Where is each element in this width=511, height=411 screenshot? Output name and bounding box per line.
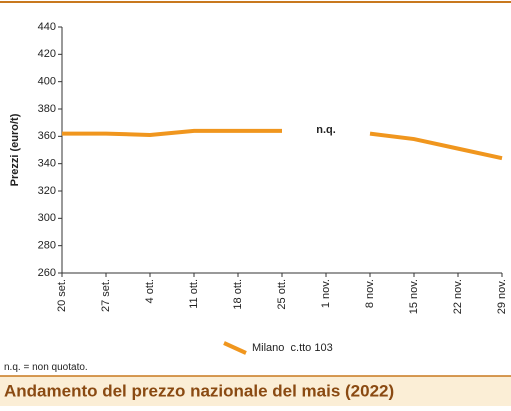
y-tick-label: 440 [38,21,56,33]
x-tick-label: 25 ott. [276,279,288,310]
x-tick-label: 29 nov. [496,279,508,314]
x-tick-label: 4 ott. [144,279,156,303]
legend-label: Milano c.tto 103 [252,342,333,354]
x-tick-label: 11 ott. [188,279,200,309]
line-series [62,128,503,161]
y-axis-label: Prezzi (euro/t) [9,113,21,186]
x-tick-label: 8 nov. [364,279,376,308]
y-tick-label: 300 [38,212,56,224]
y-tick-label: 360 [38,130,56,142]
y-tick-label: 320 [38,185,56,197]
chart-title: Andamento del prezzo nazionale del mais … [4,381,394,400]
x-tick-label: 18 ott. [232,279,244,310]
y-tick-label: 260 [38,267,56,279]
x-tick-label: 22 nov. [452,279,464,314]
y-tick-label: 340 [38,158,56,170]
annotation: n.q. [316,124,336,136]
x-tick-label: 27 set. [100,279,112,312]
y-tick-label: 420 [38,48,56,60]
footnote: n.q. = non quotato. [4,362,88,373]
y-tick-label: 380 [38,103,56,115]
x-tick-label: 1 nov. [320,279,332,308]
legend-swatch [223,341,247,355]
x-tick-label: 20 set. [56,279,68,312]
title-bar [0,376,511,406]
x-tick-label: 15 nov. [408,279,420,314]
y-tick-label: 280 [38,240,56,252]
y-tick-label: 400 [38,76,56,88]
